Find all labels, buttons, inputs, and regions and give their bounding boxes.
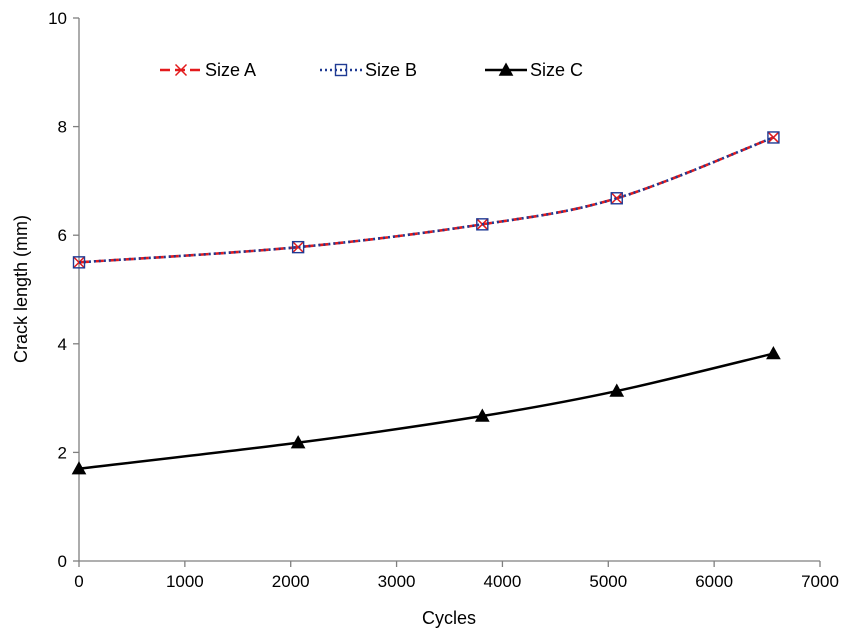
x-axis-title: Cycles — [422, 608, 476, 628]
series-size-b — [72, 131, 780, 269]
data-point-size-b — [610, 192, 623, 205]
data-point-size-b — [767, 131, 780, 144]
y-tick-label: 2 — [58, 443, 67, 462]
x-tick-label: 6000 — [695, 572, 733, 591]
y-tick-label: 0 — [58, 552, 67, 571]
data-point-size-a — [292, 241, 305, 254]
data-point-size-c — [474, 408, 490, 422]
data-point-size-c — [290, 435, 306, 449]
data-point-size-b — [72, 256, 86, 269]
y-tick-label: 6 — [58, 226, 67, 245]
y-tick-label: 10 — [48, 9, 67, 28]
x-tick-label: 4000 — [484, 572, 522, 591]
legend-label-size-b: Size B — [365, 60, 417, 80]
x-tick-label: 5000 — [589, 572, 627, 591]
data-point-size-c — [609, 383, 625, 397]
legend-label-size-c: Size C — [530, 60, 583, 80]
series-line-size-c — [78, 352, 774, 470]
legend-marker-size-a — [174, 63, 188, 77]
data-point-size-a — [767, 131, 780, 144]
x-tick-label: 3000 — [378, 572, 416, 591]
axes: 0 1000 2000 3000 4000 5000 6000 7000 0 2 4 6 8 10 — [48, 9, 839, 591]
data-point-size-c — [71, 461, 87, 475]
data-point-size-c — [766, 346, 781, 360]
x-tick-label: 1000 — [166, 572, 204, 591]
data-point-size-b — [476, 218, 489, 231]
series-line-size-a — [78, 136, 774, 264]
data-point-size-b — [291, 240, 305, 254]
series-layer — [71, 131, 781, 475]
data-point-size-a — [610, 192, 623, 205]
y-tick-label: 8 — [58, 118, 67, 137]
legend: Size A Size B Size C — [160, 60, 583, 80]
legend-marker-size-b — [334, 63, 348, 77]
x-tick-label: 7000 — [801, 572, 839, 591]
x-tick-label: 2000 — [272, 572, 310, 591]
legend-marker-size-c — [498, 62, 514, 76]
x-tick-label: 0 — [74, 572, 83, 591]
series-size-c — [71, 346, 781, 475]
y-axis-title: Crack length (mm) — [11, 215, 31, 363]
y-tick-label: 4 — [58, 335, 67, 354]
legend-label-size-a: Size A — [205, 60, 256, 80]
